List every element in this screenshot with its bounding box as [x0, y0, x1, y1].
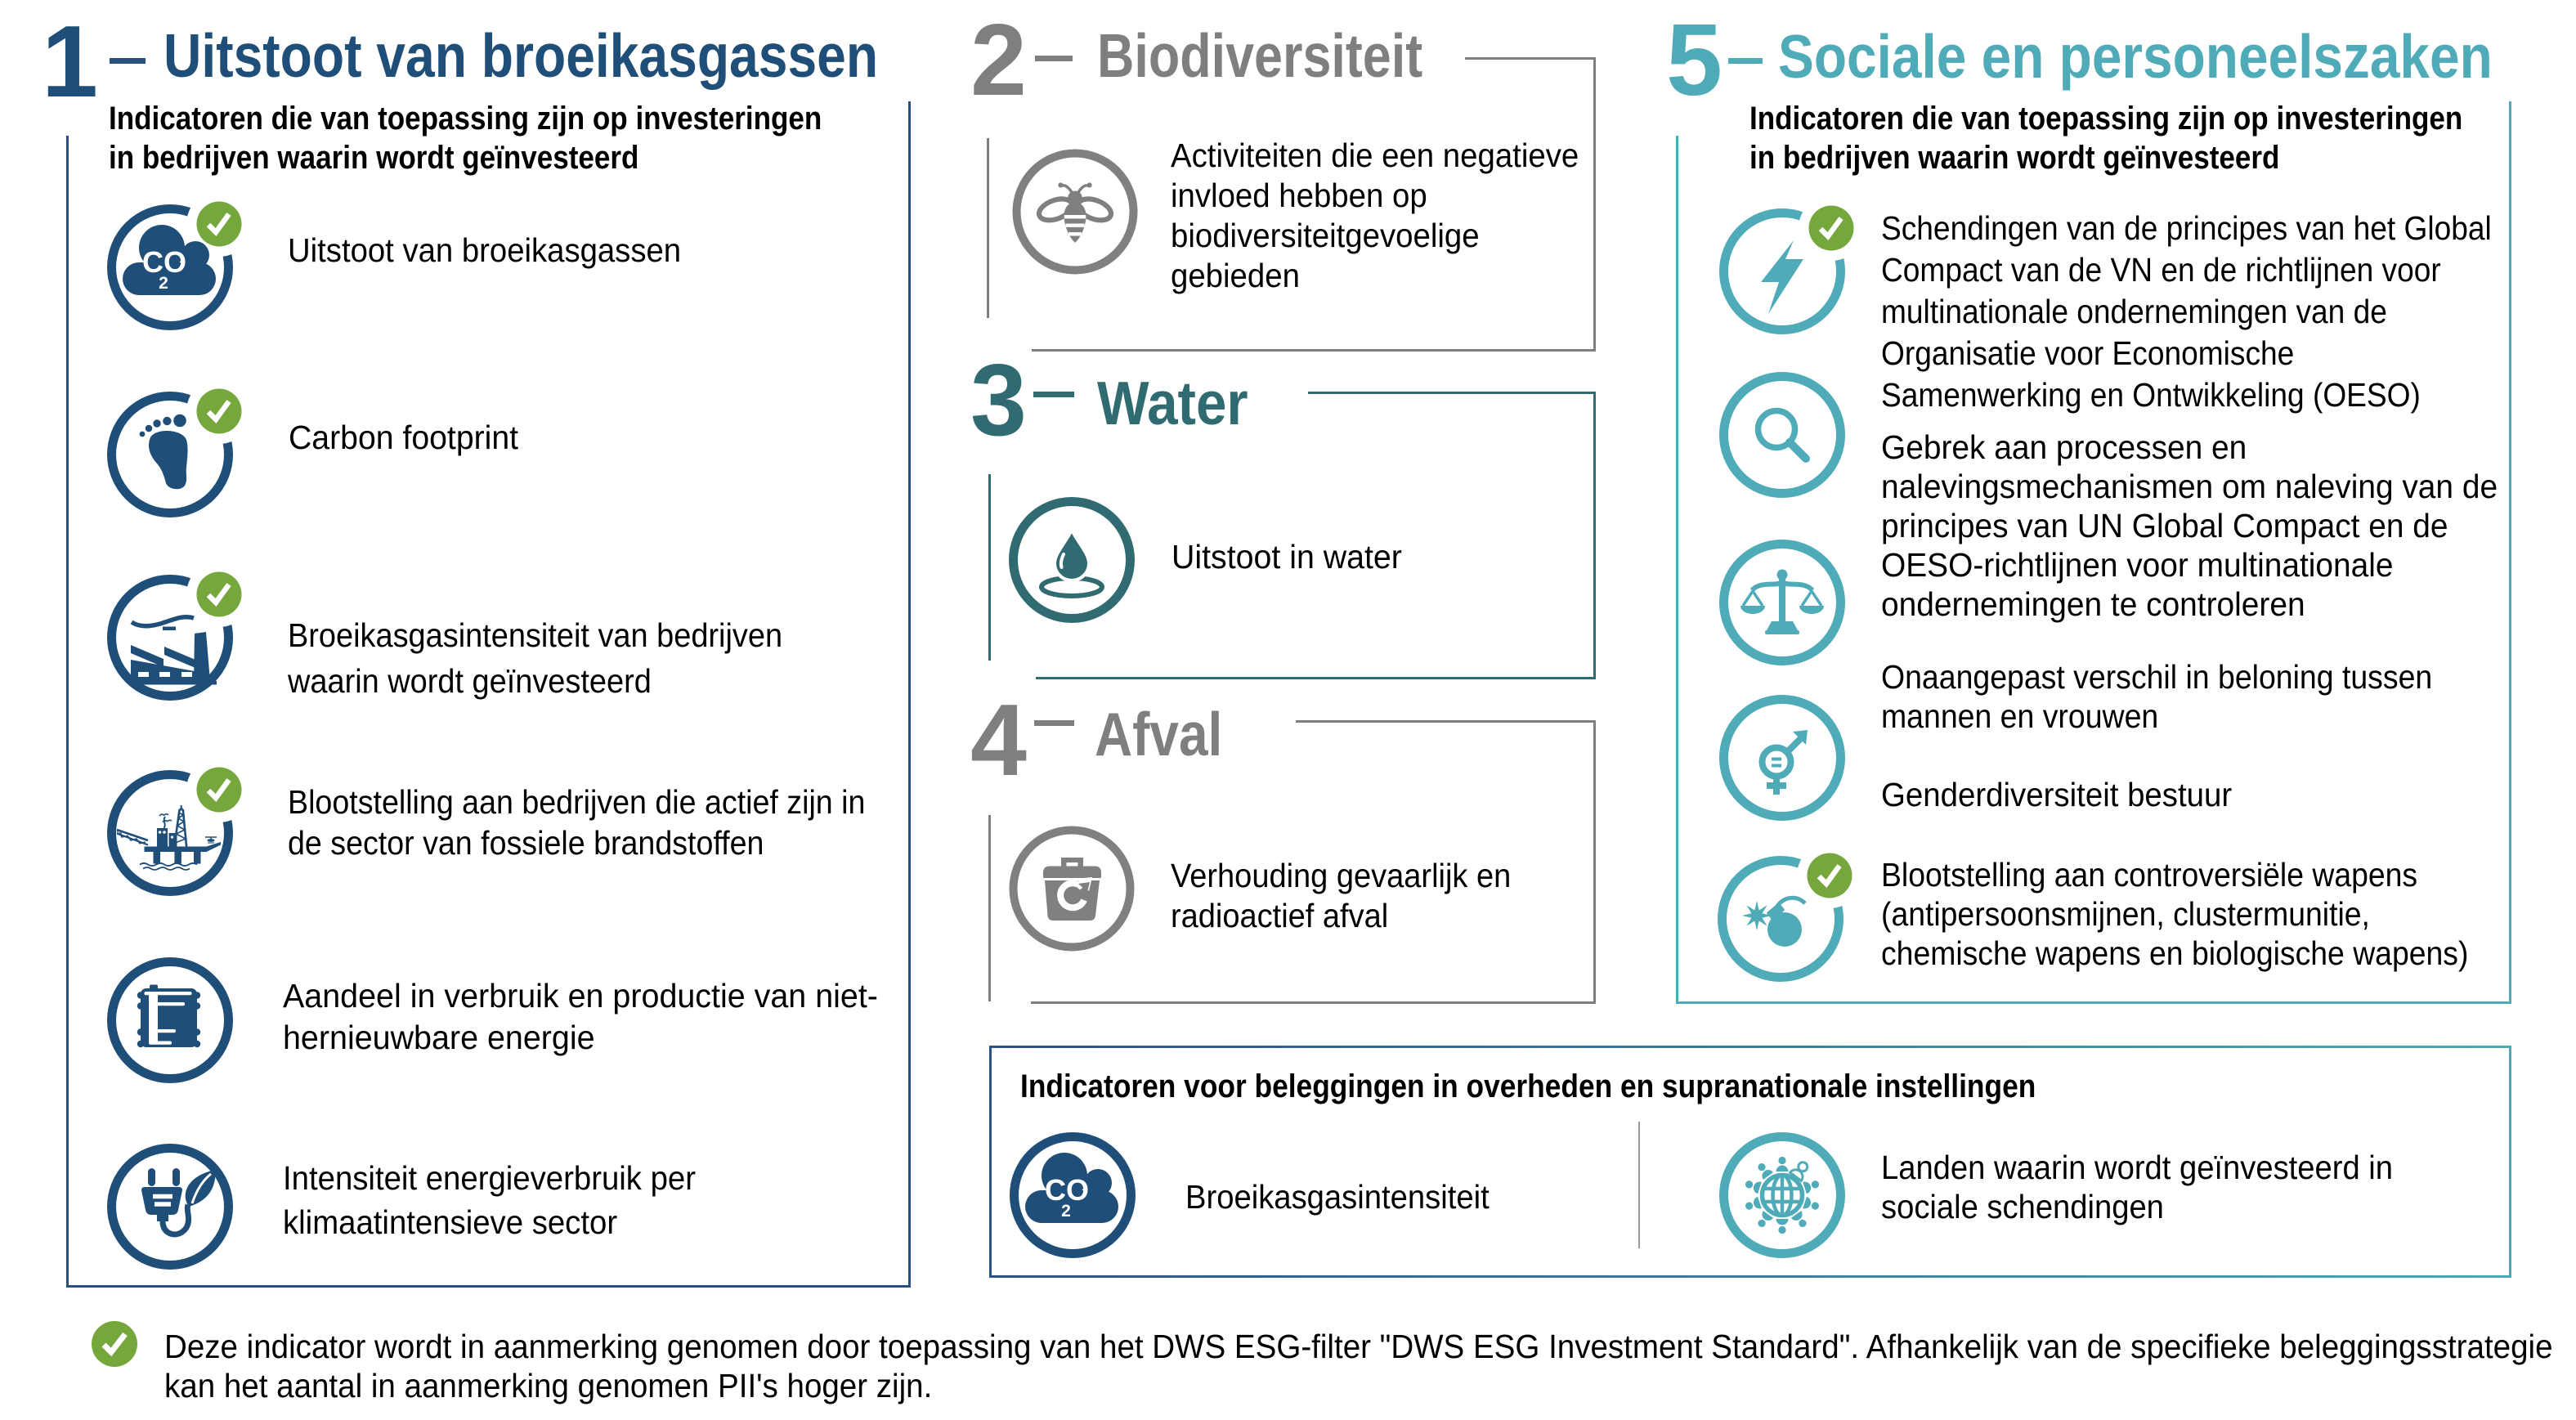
- svg-text:2: 2: [159, 274, 168, 293]
- svg-text:CO: CO: [1045, 1173, 1089, 1207]
- svg-text:2: 2: [1061, 1202, 1071, 1221]
- svg-text:CO: CO: [142, 245, 186, 279]
